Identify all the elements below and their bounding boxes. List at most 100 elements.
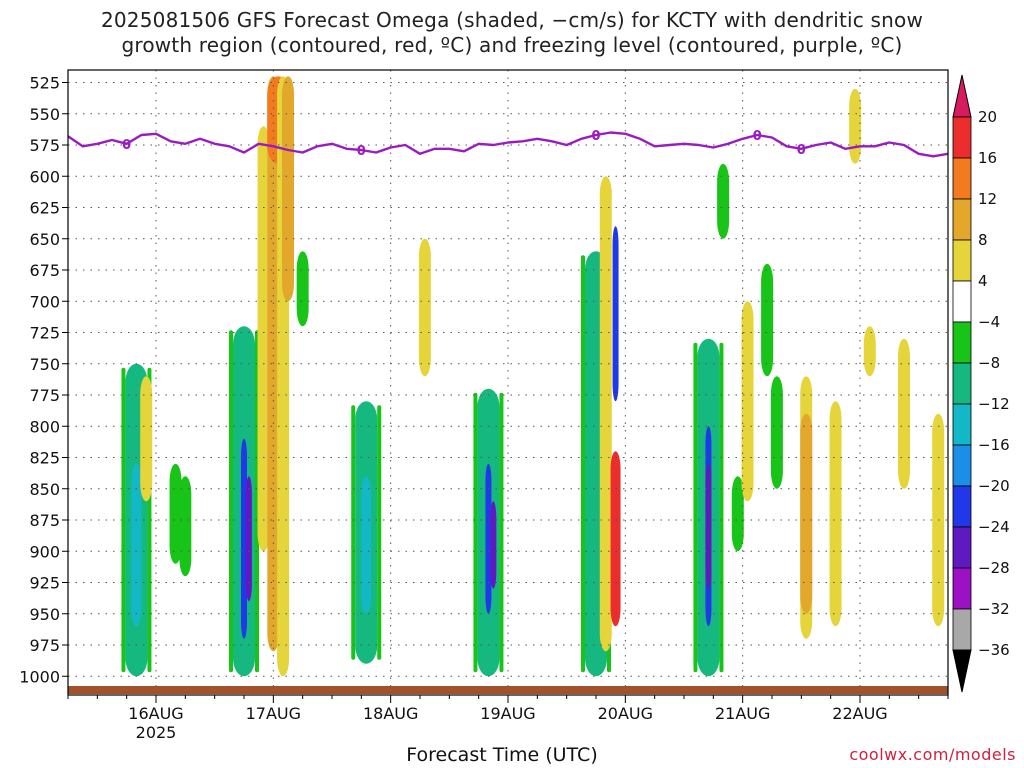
freezing-level-line (67, 131, 949, 158)
x-tick-label-0: 16AUG (128, 704, 183, 723)
omega-cell-35 (849, 88, 862, 164)
y-tick-label-600: 600 (29, 167, 60, 186)
colorbar-label-13: −36 (978, 641, 1010, 659)
omega-cell-edge-right-14 (377, 405, 382, 660)
omega-cell-18 (485, 463, 492, 614)
x-tick-label-3: 19AUG (480, 704, 535, 723)
omega-cell-edge-left-0 (121, 367, 126, 673)
omega-cell-21 (599, 176, 612, 652)
colorbar-label-11: −28 (978, 559, 1010, 577)
omega-cell-3 (169, 463, 182, 564)
colorbar-segment-2 (952, 157, 972, 200)
colorbar-label-7: −12 (978, 395, 1010, 413)
y-tick-label-750: 750 (29, 355, 60, 374)
omega-cell-27 (717, 163, 730, 239)
y-tick-label-675: 675 (29, 261, 60, 280)
y-tick-label-1000: 1000 (19, 667, 60, 686)
colorbar-segment-11 (952, 526, 972, 569)
colorbar-segment-3 (952, 198, 972, 241)
colorbar-segment-10 (952, 485, 972, 528)
colorbar-segment-12 (952, 567, 972, 610)
colorbar-top-arrow (952, 74, 972, 118)
colorbar-label-12: −32 (978, 600, 1010, 618)
y-tick-label-650: 650 (29, 230, 60, 249)
y-tick-label-700: 700 (29, 292, 60, 311)
omega-cell-26 (705, 463, 712, 589)
omega-cell-19 (490, 501, 497, 589)
colorbar: 20 16 12 8 4 −4 −8 −12 −16 −20 −24 −28 −32 −36 (952, 74, 1010, 693)
omega-cell-29 (741, 301, 754, 502)
colorbar-label-4: 4 (978, 272, 988, 290)
colorbar-segment-13 (952, 608, 972, 651)
y-tick-label-850: 850 (29, 480, 60, 499)
omega-cell-12 (282, 76, 294, 302)
omega-cell-16 (418, 238, 431, 377)
freezing-level-label-0: 0 (122, 138, 131, 153)
x-tick-label-5: 21AUG (715, 704, 770, 723)
colorbar-label-5: −4 (978, 313, 1000, 331)
colorbar-label-10: −24 (978, 518, 1010, 536)
freezing-level-label-1: 0 (357, 144, 366, 159)
y-tick-label-950: 950 (29, 605, 60, 624)
y-tick-label-800: 800 (29, 417, 60, 436)
colorbar-label-8: −16 (978, 436, 1010, 454)
omega-cell-13 (296, 251, 309, 327)
omega-cell-36 (863, 326, 876, 377)
colorbar-segment-1 (952, 116, 972, 159)
y-tick-label-625: 625 (29, 199, 60, 218)
y-tick-label-875: 875 (29, 511, 60, 530)
omega-cell-37 (898, 338, 910, 489)
omega-cell-15 (361, 476, 372, 614)
colorbar-label-6: −8 (978, 354, 1000, 372)
credit-link[interactable]: coolwx.com/models (849, 745, 1016, 764)
freezing-level-label-3: 0 (797, 143, 806, 158)
omega-cell-1 (131, 463, 142, 627)
omega-cell-4 (179, 476, 192, 577)
colorbar-label-3: 8 (978, 231, 988, 249)
colorbar-label-0: 20 (978, 108, 997, 126)
plot-frame (67, 69, 949, 696)
y-tick-label-825: 825 (29, 449, 60, 468)
freezing-level-label-4: 0 (753, 129, 762, 144)
colorbar-segment-6 (952, 321, 972, 364)
freezing-level-label-2: 0 (591, 129, 600, 144)
omega-cell-22 (612, 226, 619, 402)
omega-cell-edge-left-20 (581, 255, 585, 673)
x-tick-label-6: 22AUG (832, 704, 887, 723)
omega-cell-edge-right-17 (499, 392, 504, 673)
y-tick-label-525: 525 (29, 74, 60, 93)
terrain-ground (68, 686, 948, 694)
y-tick-label-725: 725 (29, 324, 60, 343)
omega-cell-31 (770, 376, 783, 489)
y-tick-label-900: 900 (29, 542, 60, 561)
colorbar-segment-9 (952, 444, 972, 487)
omega-cell-edge-left-24 (693, 342, 698, 673)
omega-cell-33 (800, 413, 813, 614)
omega-cell-30 (761, 263, 774, 377)
colorbar-label-9: −20 (978, 477, 1010, 495)
x-year-label: 2025 (136, 723, 177, 742)
y-tick-label-925: 925 (29, 574, 60, 593)
omega-cell-edge-left-17 (473, 392, 478, 673)
chart-title-line-1: 2025081506 GFS Forecast Omega (shaded, −… (100, 8, 924, 32)
pressure-axis: 525 550 575 600 625 650 675 700 725 750 775 800 825 8… (19, 74, 68, 686)
x-tick-label-4: 20AUG (598, 704, 653, 723)
grid-lines (68, 70, 948, 695)
colorbar-segment-4 (952, 239, 972, 282)
omega-cell-28 (731, 476, 744, 552)
colorbar-segment-7 (952, 362, 972, 405)
omega-cell-7 (245, 476, 252, 602)
omega-cell-edge-right-24 (719, 342, 724, 673)
y-tick-label-550: 550 (29, 105, 60, 124)
x-tick-label-2: 18AUG (363, 704, 418, 723)
omega-cell-2 (140, 376, 153, 502)
freezing-level-contour: 0 0 0 0 0 (67, 129, 949, 159)
x-tick-label-1: 17AUG (246, 704, 301, 723)
omega-cell-6 (241, 438, 247, 639)
chart-title-line-2: growth region (contoured, red, ºC) and f… (121, 33, 903, 57)
colorbar-label-1: 16 (978, 149, 997, 167)
y-tick-label-975: 975 (29, 636, 60, 655)
colorbar-label-2: 12 (978, 190, 997, 208)
colorbar-bottom-arrow (952, 649, 972, 693)
